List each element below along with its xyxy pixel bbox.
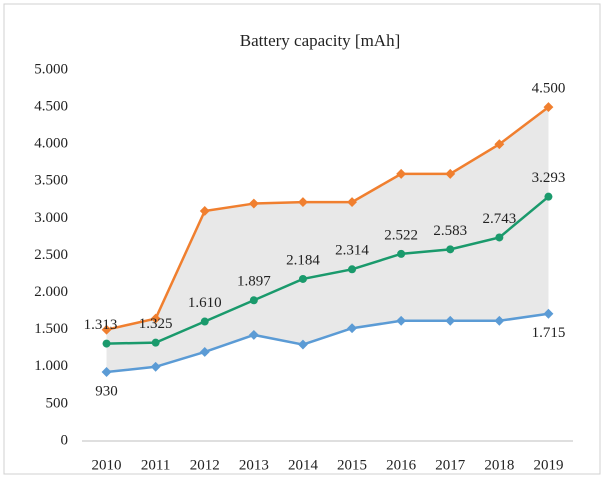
point (445, 168, 456, 179)
range-band (106, 107, 549, 372)
point (151, 338, 160, 347)
data-label: 2.314 (335, 243, 369, 259)
point (298, 274, 307, 283)
point (544, 192, 553, 201)
point (248, 329, 259, 340)
point (150, 313, 161, 324)
series-line (106, 312, 549, 374)
y-tick-label: 1.500 (34, 321, 68, 337)
data-label: 1.313 (84, 317, 118, 333)
data-label: 930 (95, 383, 118, 399)
x-tick-label: 2019 (533, 457, 563, 473)
data-label: 1.897 (237, 274, 271, 290)
point (446, 245, 455, 254)
data-label: 2.583 (433, 223, 467, 239)
point (298, 339, 308, 350)
point (199, 347, 210, 357)
point (543, 102, 554, 113)
point (396, 168, 407, 179)
x-tick-label: 2014 (288, 457, 319, 473)
x-tick-label: 2013 (239, 457, 269, 473)
point (102, 339, 111, 348)
point (348, 265, 357, 274)
point (150, 361, 161, 372)
x-tick-label: 2018 (484, 457, 514, 473)
point (494, 315, 505, 326)
y-tick-label: 1.000 (34, 358, 68, 374)
data-label: 3.293 (532, 170, 566, 186)
y-tick-label: 500 (46, 395, 69, 411)
point (347, 197, 357, 208)
x-tick-label: 2011 (141, 457, 170, 473)
x-tick-label: 2016 (386, 457, 417, 473)
y-tick-label: 0 (61, 432, 69, 448)
x-tick-label: 2010 (92, 457, 122, 473)
y-tick-label: 5.000 (34, 61, 68, 77)
point (397, 249, 406, 258)
point (200, 317, 209, 326)
data-label: 2.522 (384, 227, 418, 243)
point (347, 323, 357, 334)
series-line (106, 106, 550, 331)
y-tick-label: 2.500 (34, 247, 68, 263)
point (248, 198, 259, 209)
y-tick-label: 4.000 (34, 136, 68, 152)
point (298, 197, 308, 208)
point (199, 206, 210, 216)
point (396, 315, 407, 326)
y-tick-label: 4.500 (34, 99, 68, 115)
x-tick-label: 2012 (190, 457, 220, 473)
point (249, 296, 258, 305)
data-label: 1.715 (532, 325, 566, 341)
point (445, 315, 456, 326)
point (495, 233, 504, 242)
data-label: 2.184 (286, 252, 320, 268)
y-tick-label: 2.000 (34, 284, 68, 300)
data-label: 4.500 (532, 81, 566, 97)
data-label: 1.610 (188, 295, 222, 311)
data-label: 2.743 (482, 211, 516, 227)
point (543, 308, 554, 319)
y-tick-label: 3.000 (34, 210, 68, 226)
x-tick-label: 2015 (337, 457, 367, 473)
x-tick-label: 2017 (435, 457, 466, 473)
y-tick-label: 3.500 (34, 173, 68, 189)
series-line (106, 195, 550, 345)
chart-title: Battery capacity [mAh] (240, 31, 401, 50)
point (494, 139, 505, 150)
data-label: 1.325 (139, 316, 173, 332)
